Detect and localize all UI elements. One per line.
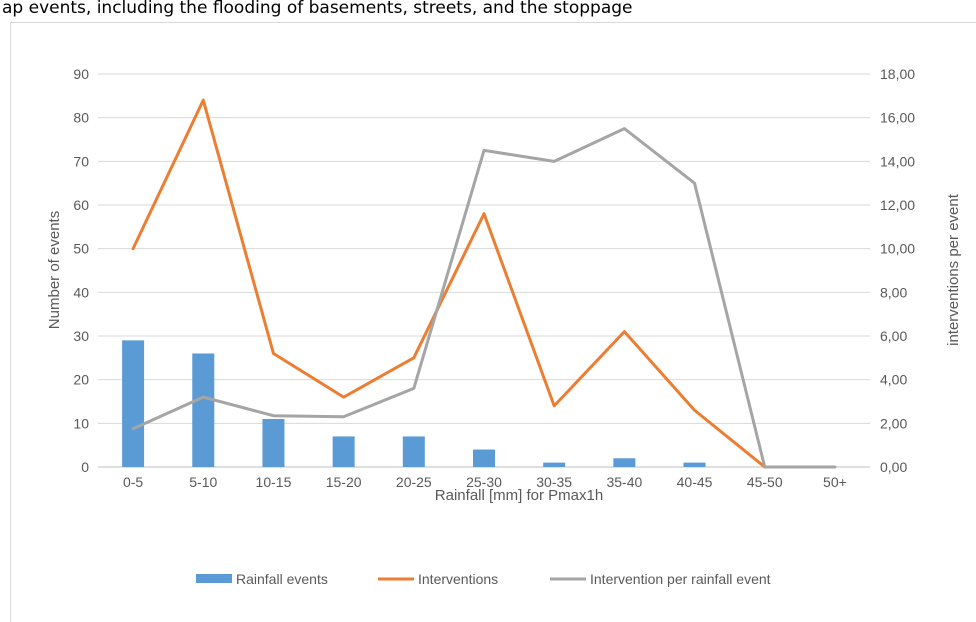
y-tick-label: 80 [73,110,89,126]
bar [122,340,145,467]
cropped-body-text: ap events, including the flooding of bas… [2,0,633,18]
left-axis-ticks: 0 10 20 30 40 50 60 70 80 90 [73,66,89,475]
bar [262,418,285,467]
bar [543,462,566,467]
y2-tick-label: 18,00 [880,66,915,82]
y2-tick-label: 16,00 [880,110,915,126]
gridlines [98,73,870,468]
x-tick-label: 50+ [823,474,847,490]
y2-tick-label: 8,00 [880,284,907,300]
y2-tick-label: 14,00 [880,153,915,169]
y-tick-label: 60 [73,197,89,213]
series-line [131,127,837,469]
x-tick-label: 45-50 [747,474,783,490]
y2-tick-label: 4,00 [880,372,907,388]
chart-area [10,22,976,622]
y2-tick-label: 2,00 [880,415,907,431]
line-series [131,98,837,469]
bar [613,458,636,467]
combo-chart: 0 10 20 30 40 50 60 70 80 90 0,00 2,00 4,00 6,00 8,00… [46,66,962,587]
x-tick-label: 25-30 [466,474,502,490]
y2-tick-label: 10,00 [880,241,915,257]
y-tick-label: 40 [73,284,89,300]
y-tick-label: 0 [81,459,89,475]
bar [473,449,495,467]
y2-tick-label: 6,00 [880,328,907,344]
x-tick-label: 0-5 [123,474,143,490]
x-tick-label: 20-25 [396,474,432,490]
left-axis-title: Number of events [46,211,63,329]
y2-tick-label: 12,00 [880,197,915,213]
right-axis-title: interventions per event [945,193,962,346]
legend-label: Rainfall events [236,571,328,587]
y2-tick-label: 0,00 [880,459,907,475]
bar [192,353,215,467]
bar [683,462,706,467]
legend-label: Intervention per rainfall event [590,571,771,587]
x-tick-label: 10-15 [256,474,292,490]
x-axis-title: Rainfall [mm] for Pmax1h [435,487,603,504]
legend-label: Interventions [418,571,498,587]
y-tick-label: 50 [73,241,89,257]
right-axis-ticks: 0,00 2,00 4,00 6,00 8,00 10,00 12,00 14,00 16,00… [880,66,915,475]
x-tick-label: 35-40 [606,474,642,490]
bar [332,436,355,467]
legend-swatch [196,574,232,583]
y-tick-label: 70 [73,153,89,169]
y-tick-label: 20 [73,372,89,388]
x-tick-label: 15-20 [326,474,362,490]
y-tick-label: 90 [73,66,89,82]
bar [402,436,425,467]
bar-series [122,340,706,467]
legend: Rainfall events Interventions Intervention… [196,571,771,587]
x-tick-label: 40-45 [677,474,713,490]
x-axis-ticks: 0-5 5-10 10-15 15-20 20-25 25-30 30-35 35-40 40-… [123,474,847,490]
y-tick-label: 10 [73,415,89,431]
series-line [131,98,767,469]
y-tick-label: 30 [73,328,89,344]
x-tick-label: 5-10 [189,474,217,490]
x-tick-label: 30-35 [536,474,572,490]
